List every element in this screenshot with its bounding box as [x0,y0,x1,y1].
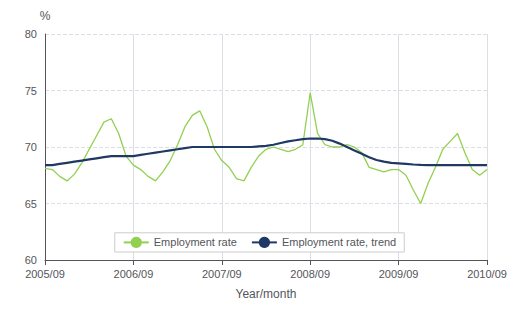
svg-text:2008/09: 2008/09 [290,268,330,280]
svg-text:2007/09: 2007/09 [202,268,242,280]
svg-text:80: 80 [25,28,37,40]
svg-text:60: 60 [25,254,37,266]
svg-text:%: % [40,9,51,23]
svg-text:2010/09: 2010/09 [467,268,507,280]
svg-text:2005/09: 2005/09 [25,268,65,280]
svg-text:Year/month: Year/month [236,287,297,301]
svg-text:2009/09: 2009/09 [379,268,419,280]
svg-text:2006/09: 2006/09 [114,268,154,280]
svg-text:Employment rate, trend: Employment rate, trend [282,236,396,248]
svg-text:75: 75 [25,85,37,97]
svg-text:70: 70 [25,141,37,153]
svg-text:65: 65 [25,198,37,210]
svg-text:Employment rate: Employment rate [154,236,237,248]
